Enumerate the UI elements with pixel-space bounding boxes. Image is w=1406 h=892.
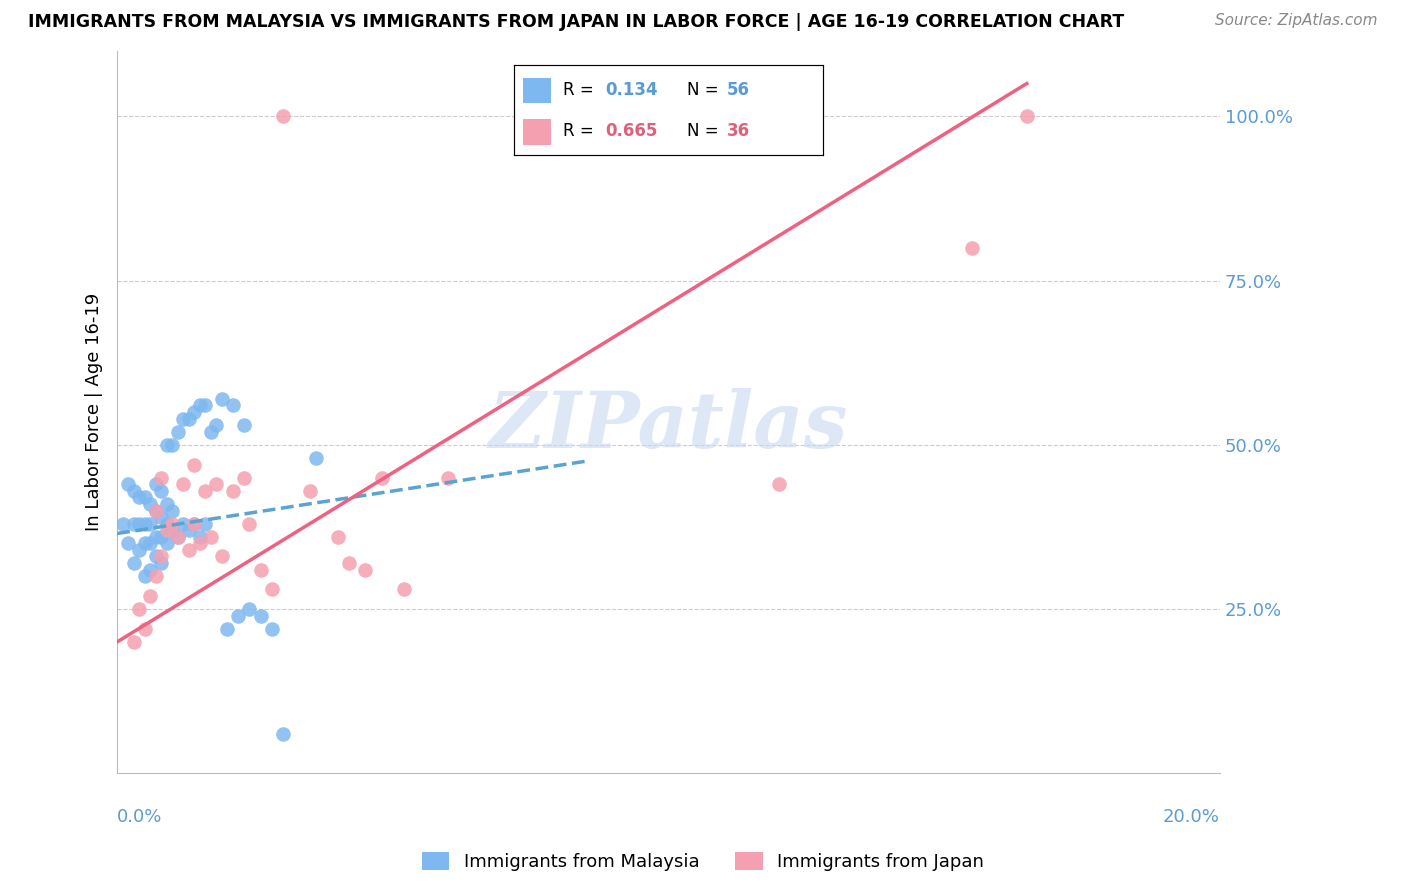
Point [437,470,460,484]
Point [150,556,173,570]
Point [326,530,349,544]
Point [128,543,150,558]
Point [172,477,194,491]
Point [228,608,250,623]
Point [145,530,167,544]
Point [172,411,194,425]
Point [233,470,256,484]
Point [183,516,205,531]
Point [150,483,173,498]
Point [205,477,228,491]
Point [183,458,205,472]
Point [117,536,139,550]
Point [249,563,271,577]
Point [139,589,162,603]
Point [134,516,156,531]
Point [768,477,790,491]
Point [177,523,200,537]
Point [194,516,217,531]
Point [122,635,145,649]
Point [150,530,173,544]
Point [128,602,150,616]
Point [238,602,260,616]
Point [211,549,233,564]
Text: 20.0%: 20.0% [1163,807,1220,826]
Y-axis label: In Labor Force | Age 16-19: In Labor Force | Age 16-19 [86,293,103,531]
Point [145,569,167,583]
Point [156,536,179,550]
Point [122,556,145,570]
Point [222,398,245,412]
Point [183,516,205,531]
Point [145,477,167,491]
Point [139,536,162,550]
Point [156,516,179,531]
Point [200,530,222,544]
Point [156,438,179,452]
Point [145,549,167,564]
Point [162,503,184,517]
Point [166,530,188,544]
Point [211,392,233,406]
Point [128,491,150,505]
Point [166,530,188,544]
Point [134,536,156,550]
Point [222,483,245,498]
Point [134,491,156,505]
Point [194,398,217,412]
Point [205,418,228,433]
Point [150,549,173,564]
Point [271,727,294,741]
Point [134,622,156,636]
Point [134,569,156,583]
Point [238,516,260,531]
Point [337,556,360,570]
Point [139,497,162,511]
Point [128,516,150,531]
Point [177,543,200,558]
Point [188,530,211,544]
Point [150,470,173,484]
Point [177,411,200,425]
Point [162,438,184,452]
Point [200,425,222,439]
Point [260,622,283,636]
Text: 0.0%: 0.0% [117,807,163,826]
Text: IMMIGRANTS FROM MALAYSIA VS IMMIGRANTS FROM JAPAN IN LABOR FORCE | AGE 16-19 COR: IMMIGRANTS FROM MALAYSIA VS IMMIGRANTS F… [28,13,1125,31]
Point [139,563,162,577]
Point [371,470,394,484]
Point [145,503,167,517]
Point [217,622,239,636]
Point [166,425,188,439]
Point [194,483,217,498]
Point [354,563,377,577]
Point [188,536,211,550]
Point [249,608,271,623]
Point [172,516,194,531]
Point [122,483,145,498]
Point [183,405,205,419]
Point [111,516,134,531]
Point [299,483,322,498]
Point [1015,109,1038,123]
Point [122,516,145,531]
Point [117,477,139,491]
Point [271,109,294,123]
Point [156,497,179,511]
Legend: Immigrants from Malaysia, Immigrants from Japan: Immigrants from Malaysia, Immigrants fro… [415,845,991,879]
Point [392,582,415,597]
Text: ZIPatlas: ZIPatlas [489,388,848,465]
Point [150,510,173,524]
Point [145,503,167,517]
Text: Source: ZipAtlas.com: Source: ZipAtlas.com [1215,13,1378,29]
Point [233,418,256,433]
Point [162,523,184,537]
Point [304,450,326,465]
Point [139,516,162,531]
Point [960,241,983,255]
Point [188,398,211,412]
Point [260,582,283,597]
Point [162,516,184,531]
Point [156,523,179,537]
